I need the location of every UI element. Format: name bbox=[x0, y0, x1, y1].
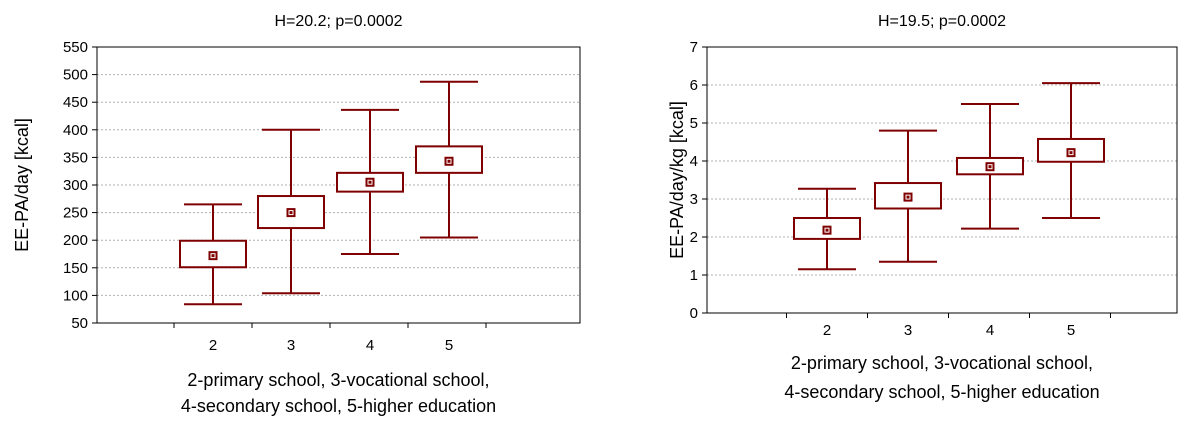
y-tick-label: 0 bbox=[690, 305, 698, 322]
median-marker-dot bbox=[211, 254, 215, 258]
x-tick-label: 3 bbox=[287, 337, 295, 354]
median-marker-dot bbox=[447, 159, 451, 163]
median-marker-dot bbox=[906, 195, 910, 199]
y-tick-label: 1 bbox=[690, 267, 698, 284]
x-tick-label: 3 bbox=[904, 322, 912, 339]
y-tick-label: 300 bbox=[63, 177, 88, 194]
median-marker-dot bbox=[1069, 151, 1073, 155]
x-tick-label: 2 bbox=[823, 322, 831, 339]
x-axis-label-line: 2-primary school, 3-vocational school, bbox=[791, 353, 1093, 373]
y-axis-label: EE-PA/day [kcal] bbox=[12, 118, 32, 252]
x-tick-label: 4 bbox=[366, 337, 374, 354]
x-axis-label-line: 4-secondary school, 5-higher education bbox=[181, 396, 496, 416]
box-plot-kcal-per-kg: 0 1 2 3 4 5 6 7 2 3 4 5 H=19.5; p=0.0002 EE-PA/day/kg… bbox=[667, 13, 1178, 402]
median-marker-dot bbox=[368, 180, 372, 184]
y-tick-label: 5 bbox=[690, 115, 698, 132]
y-tick-label: 400 bbox=[63, 122, 88, 139]
y-axis-label: EE-PA/day/kg [kcal] bbox=[667, 101, 687, 259]
y-tick-label: 6 bbox=[690, 77, 698, 94]
y-tick-label: 350 bbox=[63, 149, 88, 166]
y-tick-label: 550 bbox=[63, 39, 88, 56]
box-plot-kcal: 50 100 150 200 250 300 350 400 450 500 550 2 3 4 5 H=20… bbox=[12, 13, 581, 416]
y-tick-label: 2 bbox=[690, 229, 698, 246]
chart-panel-left: 50 100 150 200 250 300 350 400 450 500 550 2 3 4 5 H=20… bbox=[12, 13, 581, 416]
x-tick-label: 4 bbox=[986, 322, 994, 339]
chart-title: H=19.5; p=0.0002 bbox=[878, 13, 1006, 30]
median-marker-dot bbox=[825, 228, 829, 232]
x-axis-label-line: 4-secondary school, 5-higher education bbox=[784, 382, 1099, 402]
y-tick-label: 250 bbox=[63, 205, 88, 222]
y-tick-label: 450 bbox=[63, 94, 88, 111]
y-tick-label: 7 bbox=[690, 39, 698, 56]
y-tick-label: 50 bbox=[71, 315, 88, 332]
y-tick-label: 200 bbox=[63, 232, 88, 249]
y-tick-label: 500 bbox=[63, 67, 88, 84]
x-tick-label: 2 bbox=[209, 337, 217, 354]
x-axis-label-line: 2-primary school, 3-vocational school, bbox=[187, 370, 489, 390]
y-tick-label: 100 bbox=[63, 287, 88, 304]
x-tick-label: 5 bbox=[1067, 322, 1075, 339]
y-tick-label: 150 bbox=[63, 260, 88, 277]
plot-frame bbox=[706, 46, 1178, 314]
chart-panel-right: 0 1 2 3 4 5 6 7 2 3 4 5 H=19.5; p=0.0002 EE-PA/day/kg… bbox=[594, 0, 1188, 425]
y-tick-label: 4 bbox=[690, 153, 698, 170]
median-marker-dot bbox=[289, 211, 293, 215]
y-tick-label: 3 bbox=[690, 191, 698, 208]
chart-title: H=20.2; p=0.0002 bbox=[274, 13, 402, 30]
x-tick-label: 5 bbox=[445, 337, 453, 354]
median-marker-dot bbox=[988, 165, 992, 169]
